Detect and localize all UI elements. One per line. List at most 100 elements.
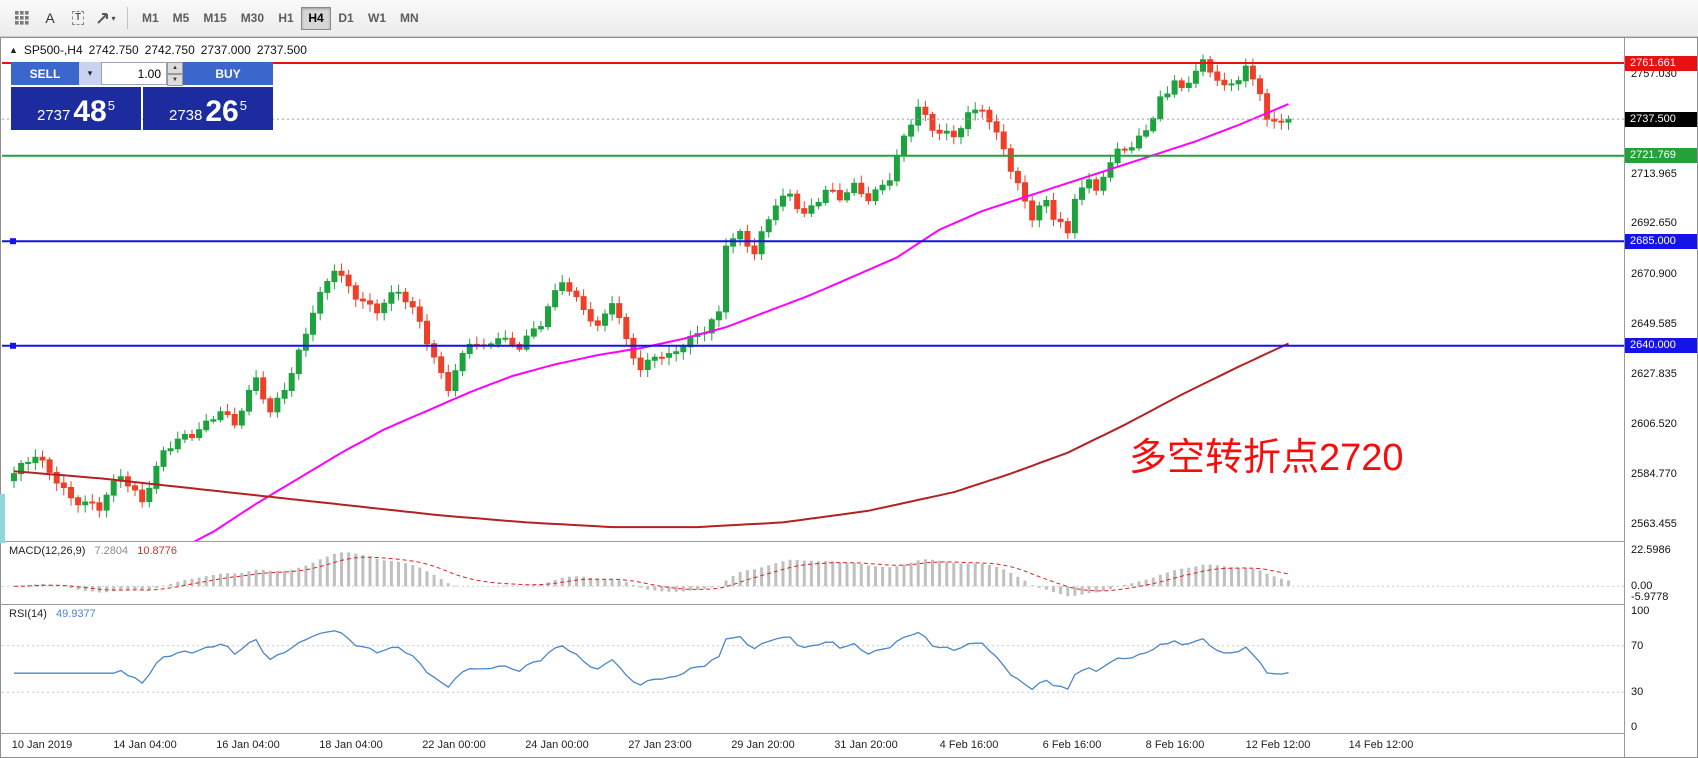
price-tick-label: 2713.965	[1631, 167, 1677, 180]
pivot-tag: 2721.769	[1625, 148, 1697, 164]
symbol-period-label: SP500-,H4	[23, 43, 83, 57]
time-axis-label: 4 Feb 16:00	[939, 739, 999, 751]
price-tick-label: 2606.520	[1631, 417, 1677, 430]
macd-signal-line	[13, 556, 1289, 592]
sell-price-main: 2737	[37, 107, 71, 124]
time-axis[interactable]: 10 Jan 2019 14 Jan 04:00 16 Jan 04:00 18 Ja…	[2, 734, 1624, 757]
toolbar-separator	[127, 7, 128, 29]
panel-separator[interactable]	[1, 541, 1697, 542]
panel-separator[interactable]	[1, 604, 1697, 605]
text-icon: A	[45, 10, 55, 26]
macd-name: MACD(12,26,9)	[9, 545, 86, 557]
price-tick-label: 2692.650	[1631, 217, 1677, 230]
macd-main-value: 7.2804	[94, 545, 129, 557]
macd-indicator-canvas[interactable]	[2, 542, 1624, 604]
macd-axis-label: 0.00	[1631, 580, 1653, 593]
sell-price-display[interactable]: 2737 48 5	[11, 87, 141, 130]
text-label-tool-button[interactable]: T	[64, 6, 92, 30]
time-axis-label: 16 Jan 04:00	[216, 739, 280, 751]
price-tick-label: 2584.770	[1631, 468, 1677, 481]
rsi-axis-label: 70	[1631, 639, 1644, 652]
sell-price-pips: 48	[73, 95, 107, 128]
sell-price-sup: 5	[107, 98, 115, 113]
timeframe-button-m1[interactable]: M1	[135, 7, 166, 30]
price-axis[interactable]: 2757.030 2713.965 2692.650 2670.900 2649.585…	[1625, 38, 1697, 757]
grid-tool-button[interactable]	[8, 6, 36, 30]
price-tick-label: 2649.585	[1631, 317, 1677, 330]
drawing-tools-group: A T ▾	[8, 6, 120, 30]
down-candle-bodies	[39, 59, 1285, 511]
buy-button[interactable]: BUY	[183, 62, 273, 85]
time-axis-label: 14 Feb 12:00	[1348, 739, 1414, 751]
timeframe-button-m30[interactable]: M30	[234, 7, 271, 30]
price-tick-label: 2563.455	[1631, 517, 1677, 530]
trade-panel-collapse-button[interactable]: ▲	[9, 45, 18, 55]
bid-price-tag: 2737.500	[1625, 111, 1697, 127]
grid-icon	[14, 10, 29, 25]
time-axis-label: 31 Jan 20:00	[834, 739, 898, 751]
support-line-2-handle[interactable]	[10, 342, 16, 349]
axis-divider	[1624, 38, 1625, 757]
volume-spinner: ▲ ▼	[167, 62, 183, 86]
timeframe-button-mn[interactable]: MN	[393, 7, 426, 30]
rsi-title: RSI(14) 49.9377	[9, 608, 96, 620]
macd-histogram	[19, 552, 1290, 597]
timeframe-button-h4[interactable]: H4	[301, 6, 332, 30]
ma-fast-line	[193, 103, 1289, 541]
toolbar: A T ▾ M1 M5 M15 M30 H1 H4 D1 W1 MN	[0, 0, 1698, 37]
timeframe-button-d1[interactable]: D1	[331, 7, 361, 30]
panel-separator	[1, 733, 1697, 734]
buy-price-sup: 5	[239, 98, 247, 113]
volume-decrease-button[interactable]: ▼	[167, 74, 183, 86]
macd-axis-label: -5.9778	[1631, 590, 1669, 603]
time-axis-label: 12 Feb 12:00	[1245, 739, 1311, 751]
rsi-line	[14, 630, 1289, 691]
timeframe-button-w1[interactable]: W1	[361, 7, 393, 30]
ma-slow-line	[13, 342, 1289, 529]
timeframe-button-m5[interactable]: M5	[166, 7, 197, 30]
rsi-name: RSI(14)	[9, 608, 47, 620]
time-axis-label: 8 Feb 16:00	[1145, 739, 1205, 751]
time-axis-label: 14 Jan 04:00	[113, 739, 177, 751]
arrow-icon	[97, 13, 109, 24]
buy-price-display[interactable]: 2738 26 5	[143, 87, 273, 130]
buy-price-pips: 26	[205, 95, 239, 128]
background-window-sliver	[0, 494, 5, 543]
time-axis-label: 18 Jan 04:00	[319, 739, 383, 751]
price-tick-label: 2627.835	[1631, 368, 1677, 381]
price-tick-label: 2757.030	[1631, 67, 1677, 80]
trade-panel-prices: 2737 48 5 2738 26 5	[11, 87, 273, 130]
time-axis-label: 6 Feb 16:00	[1042, 739, 1102, 751]
chevron-down-icon: ▾	[111, 13, 116, 23]
open-value: 2742.750	[88, 43, 139, 57]
insert-text-tool-button[interactable]: A	[36, 6, 64, 30]
time-axis-label: 29 Jan 20:00	[731, 739, 795, 751]
price-chart-canvas[interactable]	[2, 39, 1624, 541]
chart-annotation-text[interactable]: 多空转折点2720	[1129, 437, 1404, 479]
volume-dropdown-caret-icon[interactable]: ▾	[79, 62, 101, 85]
chart-window: ▲ SP500-,H4 2742.750 2742.750 2737.000 2…	[0, 37, 1698, 758]
label-icon: T	[71, 11, 85, 25]
support-line-1-handle[interactable]	[10, 238, 16, 245]
timeframe-button-h1[interactable]: H1	[271, 7, 301, 30]
close-value: 2737.500	[256, 43, 307, 57]
macd-title: MACD(12,26,9) 7.2804 10.8776	[9, 545, 177, 557]
macd-signal-value: 10.8776	[137, 545, 177, 557]
timeframe-button-m15[interactable]: M15	[196, 7, 233, 30]
rsi-value: 49.9377	[55, 608, 96, 620]
low-value: 2737.000	[200, 43, 251, 57]
support2-tag: 2640.000	[1625, 338, 1697, 354]
buy-price-main: 2738	[169, 107, 203, 124]
volume-increase-button[interactable]: ▲	[167, 62, 183, 74]
one-click-trading-panel: SELL ▾ ▲ ▼ BUY 2737 48 5 2738 26 5	[11, 62, 273, 130]
time-axis-label: 24 Jan 00:00	[525, 739, 589, 751]
arrows-tool-button[interactable]: ▾	[92, 6, 120, 30]
chart-ohlc-header: ▲ SP500-,H4 2742.750 2742.750 2737.000 2…	[9, 43, 307, 57]
rsi-indicator-canvas[interactable]	[2, 605, 1624, 733]
rsi-axis-label: 30	[1631, 686, 1644, 699]
rsi-axis-label: 0	[1631, 721, 1638, 733]
sell-button[interactable]: SELL	[11, 62, 79, 85]
volume-input[interactable]	[101, 62, 167, 85]
up-candle-bodies	[11, 59, 1292, 511]
